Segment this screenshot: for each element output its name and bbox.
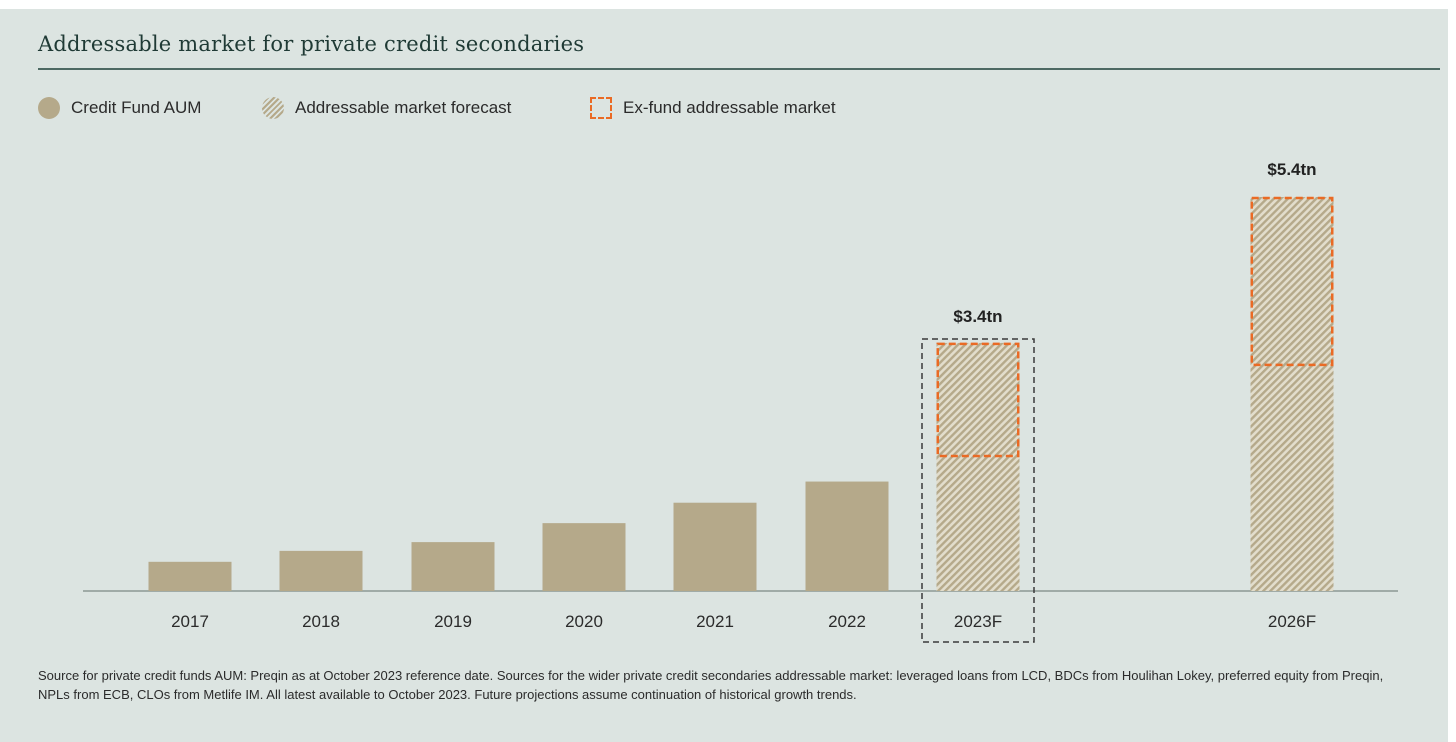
legend-swatch-hatched-icon <box>262 97 284 119</box>
highlight-frame-2023f <box>921 338 1035 643</box>
data-label-2026f: $5.4tn <box>1267 160 1316 179</box>
bar-credit-fund-aum-2019 <box>411 542 495 591</box>
bar-credit-fund-aum-2018 <box>279 550 363 591</box>
x-tick-label-2018: 2018 <box>302 612 340 631</box>
bar-credit-fund-aum-2020 <box>542 523 626 591</box>
x-tick-label-2020: 2020 <box>565 612 603 631</box>
legend-label-ex-fund-addressable-market: Ex-fund addressable market <box>623 98 836 117</box>
legend-addressable-market-forecast: Addressable market forecast <box>262 97 511 119</box>
bar-credit-fund-aum-2017 <box>148 561 232 591</box>
data-label-2023f: $3.4tn <box>953 307 1002 326</box>
legend-swatch-solid-icon <box>38 97 60 119</box>
bar-credit-fund-aum-2022 <box>805 481 889 591</box>
chart-panel <box>0 9 1448 742</box>
title-divider <box>38 68 1440 70</box>
legend-label-addressable-market-forecast: Addressable market forecast <box>295 98 512 117</box>
legend-ex-fund-addressable-market: Ex-fund addressable market <box>590 97 836 119</box>
x-tick-label-2026f: 2026F <box>1268 612 1316 631</box>
x-tick-label-2023f: 2023F <box>954 612 1002 631</box>
legend-credit-fund-aum: Credit Fund AUM <box>38 97 201 119</box>
legend-label-credit-fund-aum: Credit Fund AUM <box>71 98 202 117</box>
x-tick-label-2021: 2021 <box>696 612 734 631</box>
chart-title: Addressable market for private credit se… <box>38 32 585 56</box>
x-tick-label-2019: 2019 <box>434 612 472 631</box>
box-ex-fund-addressable-market-2026f <box>1250 196 1334 367</box>
bar-addressable-market-forecast-2023f <box>936 342 1020 591</box>
box-ex-fund-addressable-market-2023f <box>936 342 1020 458</box>
source-footnote: Source for private credit funds AUM: Pre… <box>38 668 1384 702</box>
x-tick-label-2022: 2022 <box>828 612 866 631</box>
legend-swatch-dashed-box-icon <box>590 97 612 119</box>
bar-credit-fund-aum-2021 <box>673 502 757 591</box>
x-tick-label-2017: 2017 <box>171 612 209 631</box>
bar-addressable-market-forecast-2026f <box>1250 197 1334 591</box>
